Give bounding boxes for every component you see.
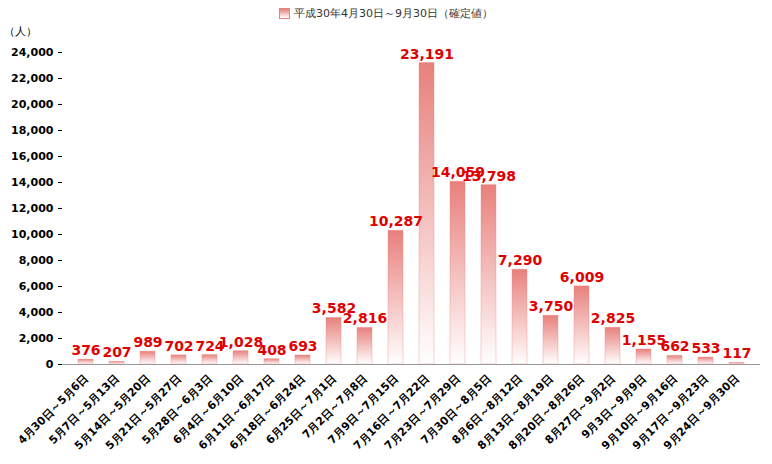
svg-text:989: 989 [133,334,162,350]
svg-text:14,059: 14,059 [431,164,485,181]
svg-text:4,000: 4,000 [19,306,54,319]
svg-text:6,000: 6,000 [19,280,54,293]
html-text:平成30年4月30日～9月30日（確定値）: 平成30年4月30日～9月30日（確定値） [294,6,493,20]
svg-text:533: 533 [691,340,720,356]
svg-text:9月10日～9月16日: 9月10日～9月16日 [599,371,680,453]
svg-text:5月14日～5月20日: 5月14日～5月20日 [72,371,153,453]
svg-text:8月6日～8月12日: 8月6日～8月12日 [449,371,525,447]
svg-text:408: 408 [257,342,286,358]
svg-text:1,155: 1,155 [621,332,667,348]
svg-text:6月18日～6月24日: 6月18日～6月24日 [227,371,308,453]
svg-text:7月16日～7月22日: 7月16日～7月22日 [351,371,432,453]
svg-text:702: 702 [164,338,193,354]
svg-text:662: 662 [660,338,689,354]
svg-text:8,000: 8,000 [19,254,54,267]
svg-text:20,000: 20,000 [11,98,54,111]
svg-text:9月17日～9月23日: 9月17日～9月23日 [630,371,711,453]
svg-text:14,000: 14,000 [11,176,54,189]
svg-text:7月9日～7月15日: 7月9日～7月15日 [325,371,401,447]
svg-text:0: 0 [46,358,54,371]
svg-text:8月27日～9月2日: 8月27日～9月2日 [542,371,618,447]
svg-text:8月13日～8月19日: 8月13日～8月19日 [475,371,556,453]
svg-text:22,000: 22,000 [11,72,54,85]
svg-text:693: 693 [288,338,317,354]
svg-text:724: 724 [195,337,225,354]
svg-text:6月4日～6月10日: 6月4日～6月10日 [170,371,246,447]
svg-text:3,582: 3,582 [311,300,357,317]
svg-text:2,816: 2,816 [343,310,387,326]
svg-text:207: 207 [102,344,131,360]
svg-text:4月30日～5月6日: 4月30日～5月6日 [15,371,91,447]
svg-text:6月25日～7月1日: 6月25日～7月1日 [263,371,339,447]
svg-text:8月20日～8月26日: 8月20日～8月26日 [506,371,587,453]
svg-text:7月30日～8月5日: 7月30日～8月5日 [418,371,494,447]
svg-text:1,028: 1,028 [218,333,264,350]
svg-text:23,191: 23,191 [400,45,454,61]
svg-text:9月24日～9月30日: 9月24日～9月30日 [661,372,742,453]
svg-text:2,000: 2,000 [19,332,54,345]
svg-text:13,798: 13,798 [462,168,516,184]
svg-text:5月7日～5月13日: 5月7日～5月13日 [46,371,122,447]
svg-text:5月28日～6月3日: 5月28日～6月3日 [139,371,215,447]
svg-text:（人）: （人） [4,25,37,38]
svg-text:10,287: 10,287 [369,213,423,229]
svg-text:10,000: 10,000 [11,228,54,241]
svg-text:7月2日～7月8日: 7月2日～7月8日 [299,371,370,442]
svg-text:12,000: 12,000 [11,202,54,215]
svg-text:9月3日～9月9日: 9月3日～9月9日 [578,371,649,442]
svg-text:7月23日～7月29日: 7月23日～7月29日 [382,371,463,453]
svg-text:16,000: 16,000 [11,150,54,163]
svg-text:24,000: 24,000 [11,46,54,59]
svg-text:18,000: 18,000 [11,124,54,137]
svg-text:2,825: 2,825 [591,310,635,326]
svg-text:7,290: 7,290 [498,252,543,268]
svg-text:3,750: 3,750 [529,298,574,314]
svg-text:6月11日～6月17日: 6月11日～6月17日 [196,371,277,453]
svg-text:5月21日～5月27日: 5月21日～5月27日 [103,371,184,453]
svg-text:117: 117 [722,345,751,361]
svg-text:6,009: 6,009 [560,269,604,285]
svg-text:376: 376 [71,342,100,358]
